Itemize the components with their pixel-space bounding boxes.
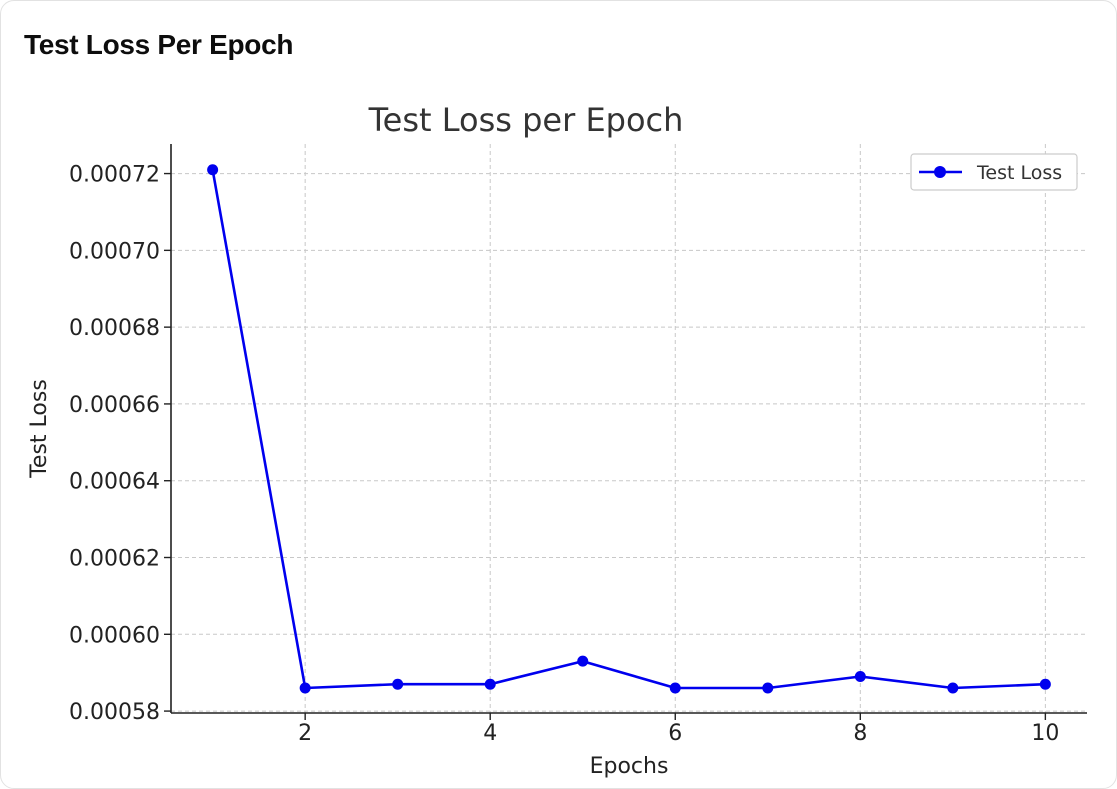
y-tick-label: 0.00070 — [69, 239, 160, 264]
legend-label: Test Loss — [976, 162, 1062, 184]
axes — [170, 144, 1087, 714]
data-point — [854, 671, 866, 683]
tick-labels: 2 4 6 8 10 0.00058 0.00060 0.00062 0.00064 0.0006… — [69, 163, 1059, 746]
data-point — [669, 682, 681, 694]
grid-lines — [171, 144, 1087, 713]
page-title: Test Loss Per Epoch — [24, 29, 294, 60]
y-tick-label: 0.00066 — [69, 393, 160, 418]
data-point — [299, 682, 311, 694]
series-test-loss — [207, 164, 1051, 694]
chart-title: Test Loss per Epoch — [368, 101, 684, 139]
data-point — [1039, 678, 1051, 690]
x-tick-label: 8 — [853, 721, 867, 746]
y-tick-label: 0.00064 — [69, 470, 160, 495]
data-point — [947, 682, 959, 694]
x-axis-label: Epochs — [590, 754, 669, 779]
x-tick-label: 6 — [668, 721, 682, 746]
x-tick-label: 4 — [483, 721, 497, 746]
legend-marker-swatch — [934, 166, 946, 178]
y-tick-label: 0.00062 — [69, 547, 160, 572]
x-tick-label: 2 — [298, 721, 312, 746]
y-tick-label: 0.00068 — [69, 316, 160, 341]
data-point — [577, 655, 589, 667]
y-axis-label: Test Loss — [27, 379, 52, 479]
x-tick-label: 10 — [1031, 721, 1059, 746]
data-point — [392, 678, 404, 690]
series-line — [211, 169, 1046, 690]
data-point — [762, 682, 774, 694]
data-point — [484, 678, 496, 690]
y-tick-label: 0.00058 — [69, 700, 160, 725]
data-point — [207, 164, 219, 176]
y-tick-label: 0.00060 — [69, 623, 160, 648]
y-tick-label: 0.00072 — [69, 163, 160, 188]
legend: Test Loss — [910, 153, 1078, 191]
legend-box — [910, 153, 1078, 191]
